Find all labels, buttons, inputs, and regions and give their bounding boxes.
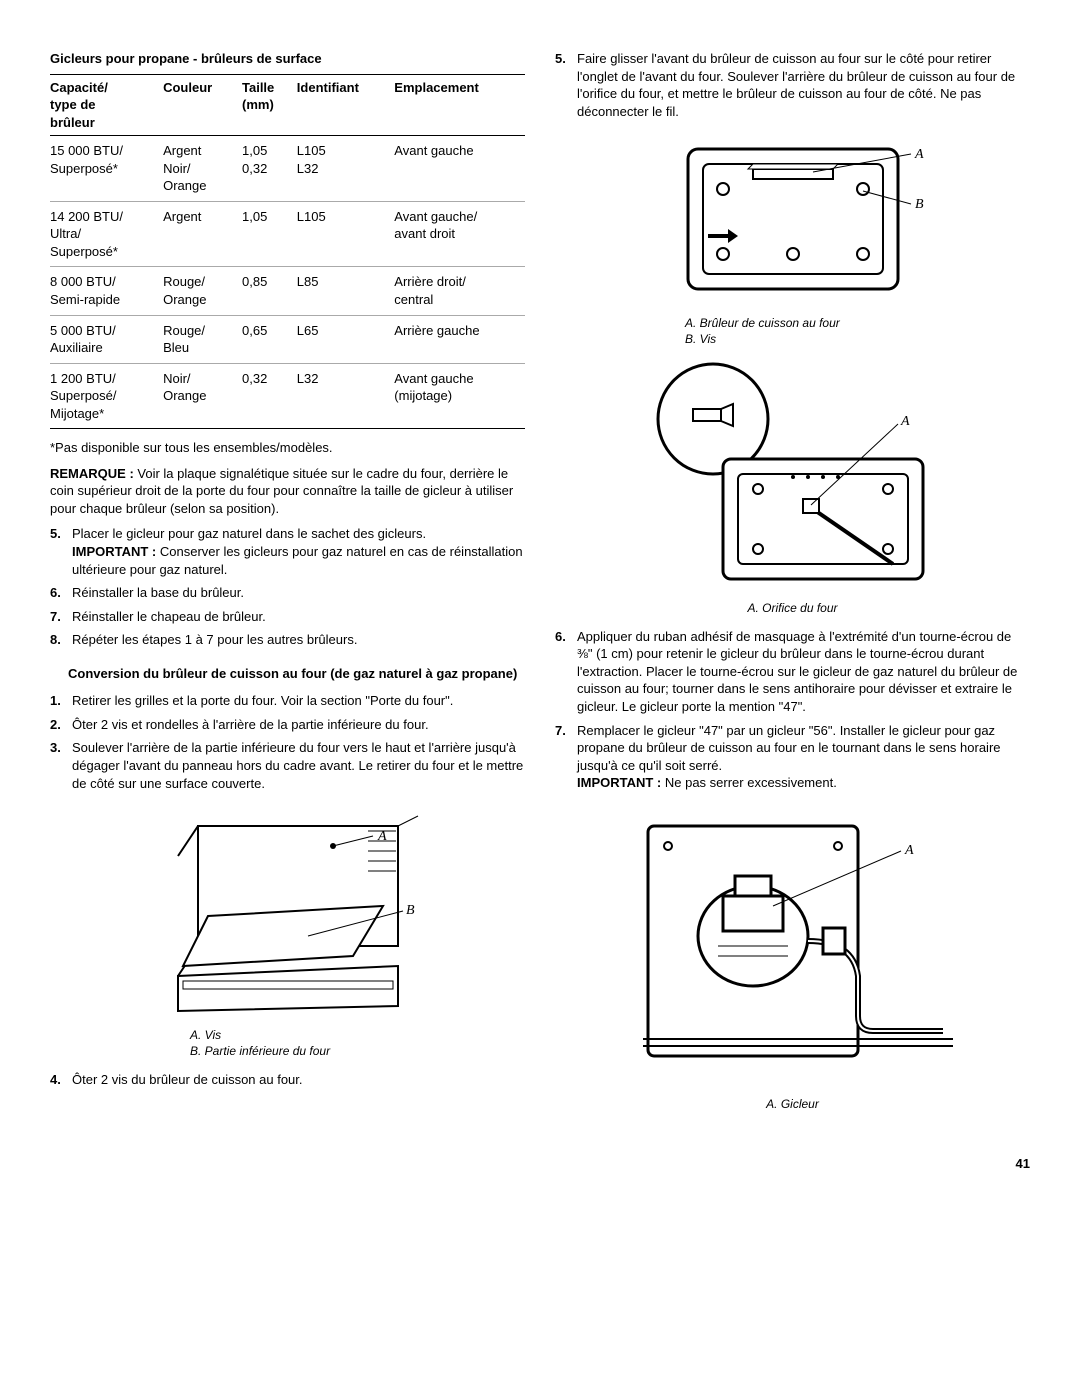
table-cell: Arrière droit/ central	[394, 267, 525, 315]
table-cell: 5 000 BTU/ Auxiliaire	[50, 315, 163, 363]
table-cell: 1,05 0,32	[242, 136, 297, 202]
table-cell: Avant gauche (mijotage)	[394, 363, 525, 429]
svg-text:A: A	[377, 829, 387, 844]
orifice-table: Capacité/ type de brûleur Couleur Taille…	[50, 74, 525, 430]
table-cell: Rouge/ Orange	[163, 267, 242, 315]
table-cell: L105 L32	[297, 136, 395, 202]
right-steps-67: 6.Appliquer du ruban adhésif de masquage…	[555, 628, 1030, 792]
th-size: Taille (mm)	[242, 74, 297, 136]
fig4-caption: A. Gicleur	[555, 1096, 1030, 1112]
table-row: 1 200 BTU/ Superposé/ Mijotage*Noir/ Ora…	[50, 363, 525, 429]
step-7: 7.Réinstaller le chapeau de brûleur.	[50, 608, 525, 626]
right-step5: 5.Faire glisser l'avant du brûleur de cu…	[555, 50, 1030, 120]
step-b2: 2.Ôter 2 vis et rondelles à l'arrière de…	[50, 716, 525, 734]
table-cell: L65	[297, 315, 395, 363]
figure-gicleur: A	[555, 806, 1030, 1091]
th-color: Couleur	[163, 74, 242, 136]
step-b4: 4.Ôter 2 vis du brûleur de cuisson au fo…	[50, 1071, 525, 1089]
svg-text:A: A	[914, 147, 924, 162]
table-row: 5 000 BTU/ AuxiliaireRouge/ Bleu0,65L65A…	[50, 315, 525, 363]
table-cell: 0,32	[242, 363, 297, 429]
table-row: 14 200 BTU/ Ultra/ Superposé*Argent1,05L…	[50, 201, 525, 267]
figure-burner-top: A B	[555, 134, 1030, 309]
table-cell: Avant gauche	[394, 136, 525, 202]
table-cell: Argent Noir/ Orange	[163, 136, 242, 202]
step-b1: 1.Retirer les grilles et la porte du fou…	[50, 692, 525, 710]
step-8: 8.Répéter les étapes 1 à 7 pour les autr…	[50, 631, 525, 649]
table-cell: Argent	[163, 201, 242, 267]
step-4-list: 4.Ôter 2 vis du brûleur de cuisson au fo…	[50, 1071, 525, 1089]
step-r5: 5.Faire glisser l'avant du brûleur de cu…	[555, 50, 1030, 120]
table-cell: 15 000 BTU/ Superposé*	[50, 136, 163, 202]
th-capacity: Capacité/ type de brûleur	[50, 74, 163, 136]
step-5: 5. Placer le gicleur pour gaz naturel da…	[50, 525, 525, 578]
svg-text:B: B	[915, 197, 924, 212]
figure-oven-bottom: A B	[50, 806, 525, 1021]
remarque-paragraph: REMARQUE : Voir la plaque signalétique s…	[50, 465, 525, 518]
fig1-caption: A. Vis B. Partie inférieure du four	[190, 1027, 525, 1059]
table-cell: Arrière gauche	[394, 315, 525, 363]
figure-orifice: A	[555, 359, 1030, 594]
table-title: Gicleurs pour propane - brûleurs de surf…	[50, 50, 525, 68]
step-b3: 3.Soulever l'arrière de la partie inféri…	[50, 739, 525, 792]
table-cell: L105	[297, 201, 395, 267]
svg-text:A: A	[900, 414, 910, 429]
table-cell: 0,85	[242, 267, 297, 315]
step-6: 6.Réinstaller la base du brûleur.	[50, 584, 525, 602]
steps-list-a: 5. Placer le gicleur pour gaz naturel da…	[50, 525, 525, 648]
table-cell: Rouge/ Bleu	[163, 315, 242, 363]
table-cell: 1 200 BTU/ Superposé/ Mijotage*	[50, 363, 163, 429]
table-row: 15 000 BTU/ Superposé*Argent Noir/ Orang…	[50, 136, 525, 202]
step-r6: 6.Appliquer du ruban adhésif de masquage…	[555, 628, 1030, 716]
table-row: 8 000 BTU/ Semi-rapideRouge/ Orange0,85L…	[50, 267, 525, 315]
svg-text:A: A	[904, 843, 914, 858]
table-cell: 0,65	[242, 315, 297, 363]
th-id: Identifiant	[297, 74, 395, 136]
steps-list-b: 1.Retirer les grilles et la porte du fou…	[50, 692, 525, 792]
fig2-caption: A. Brûleur de cuisson au four B. Vis	[685, 315, 1030, 347]
table-cell: L32	[297, 363, 395, 429]
table-cell: L85	[297, 267, 395, 315]
table-cell: Noir/ Orange	[163, 363, 242, 429]
table-cell: 1,05	[242, 201, 297, 267]
page-number: 41	[50, 1155, 1030, 1173]
table-cell: Avant gauche/ avant droit	[394, 201, 525, 267]
table-cell: 14 200 BTU/ Ultra/ Superposé*	[50, 201, 163, 267]
table-footnote: *Pas disponible sur tous les ensembles/m…	[50, 439, 525, 457]
th-location: Emplacement	[394, 74, 525, 136]
conversion-subhead: Conversion du brûleur de cuisson au four…	[68, 665, 525, 683]
step-r7: 7. Remplacer le gicleur "47" par un gicl…	[555, 722, 1030, 792]
fig3-caption: A. Orifice du four	[555, 600, 1030, 616]
svg-text:B: B	[406, 903, 415, 918]
table-cell: 8 000 BTU/ Semi-rapide	[50, 267, 163, 315]
